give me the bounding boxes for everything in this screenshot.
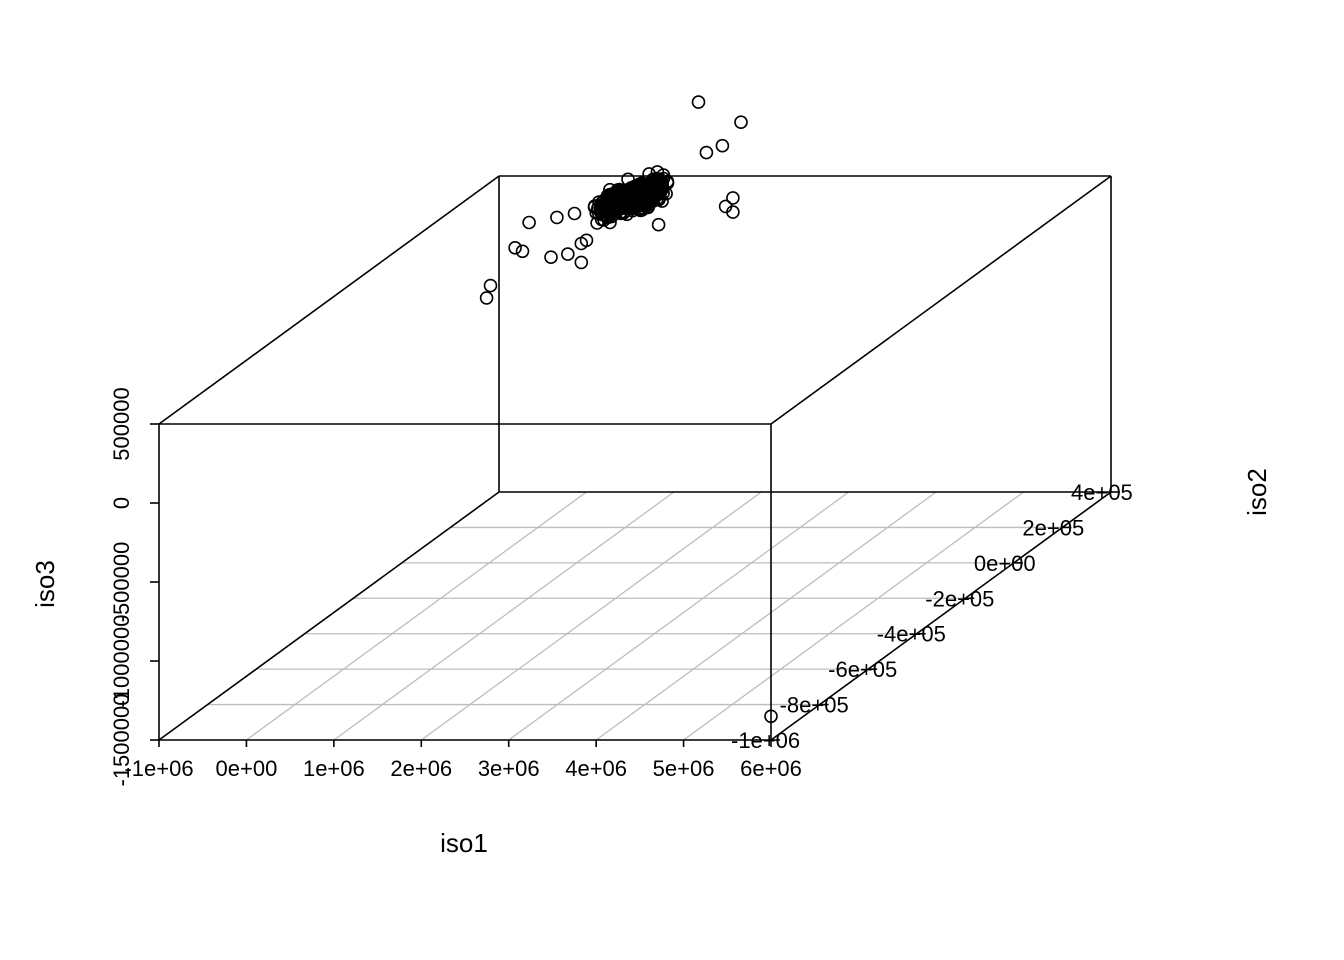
box-edge: [158, 491, 500, 741]
z-tick-label: -500000: [109, 542, 134, 623]
x-tick-label: 4e+06: [565, 756, 627, 781]
data-point: [508, 241, 522, 255]
data-point: [646, 194, 661, 208]
box-edge: [158, 175, 500, 425]
data-point: [718, 199, 733, 214]
y-tick-label: 2e+05: [1022, 515, 1084, 540]
data-point: [642, 167, 656, 181]
data-point: [479, 291, 494, 305]
x-tick-label: -1e+06: [124, 756, 193, 781]
x-tick-label: 1e+06: [303, 756, 365, 781]
grid-line-x: [683, 491, 1024, 741]
data-point: [699, 145, 714, 160]
data-point: [515, 244, 530, 259]
x-tick-label: 2e+06: [390, 756, 452, 781]
data-point: [655, 176, 670, 191]
axis-ticks: -1e+06 0e+00 1e+06 2e+06 3e+06 4e+06 5e+06 6e+0…: [109, 387, 1133, 786]
data-point: [734, 115, 748, 129]
data-point: [607, 199, 622, 213]
y-axis-label: iso2: [1242, 468, 1272, 516]
data-point: [544, 250, 558, 265]
data-point: [653, 185, 668, 199]
data-point: [651, 192, 666, 207]
y-tick-label: -1e+06: [731, 728, 800, 753]
z-axis-label: iso3: [30, 560, 60, 608]
data-point: [624, 197, 638, 212]
plot-box: [158, 175, 1112, 741]
x-tick-label: 5e+06: [653, 756, 715, 781]
y-tick-label: 4e+05: [1071, 480, 1133, 505]
box-edge: [770, 175, 1112, 425]
data-point: [522, 215, 536, 230]
z-tick-label: 0: [109, 497, 134, 509]
data-points: [479, 95, 778, 724]
data-point: [625, 203, 640, 218]
grid-line-x: [246, 491, 587, 741]
data-point: [567, 206, 582, 221]
data-point: [603, 195, 617, 209]
data-point: [651, 217, 666, 232]
z-tick-label: 500000: [109, 387, 134, 460]
y-tick-label: -8e+05: [780, 693, 849, 718]
grid-line-x: [333, 491, 675, 741]
data-point: [574, 255, 589, 270]
y-tick-label: -6e+05: [828, 657, 897, 682]
data-point: [764, 709, 778, 724]
x-tick-label: 0e+00: [216, 756, 278, 781]
data-point: [560, 247, 575, 261]
box-edge: [770, 491, 1112, 741]
data-point: [726, 191, 740, 205]
grid-line-x: [420, 491, 762, 741]
data-point: [715, 138, 730, 153]
x-tick-label: 3e+06: [478, 756, 540, 781]
y-tick-label: -4e+05: [877, 622, 946, 647]
data-point: [635, 203, 649, 217]
x-axis-label: iso1: [440, 828, 488, 858]
data-point: [483, 278, 498, 293]
data-point: [550, 210, 564, 225]
grid-line-x: [508, 491, 850, 741]
floor-grid: [158, 491, 1112, 741]
data-point: [691, 95, 706, 109]
data-point: [616, 188, 631, 203]
y-tick-label: 0e+00: [974, 551, 1036, 576]
y-tick-label: -2e+05: [925, 586, 994, 611]
data-point: [579, 233, 594, 248]
z-tick-label: -1000000: [109, 615, 134, 708]
z-tick-label: -1500000: [109, 694, 134, 787]
x-tick-label: 6e+06: [740, 756, 802, 781]
grid-line-x: [595, 491, 937, 741]
